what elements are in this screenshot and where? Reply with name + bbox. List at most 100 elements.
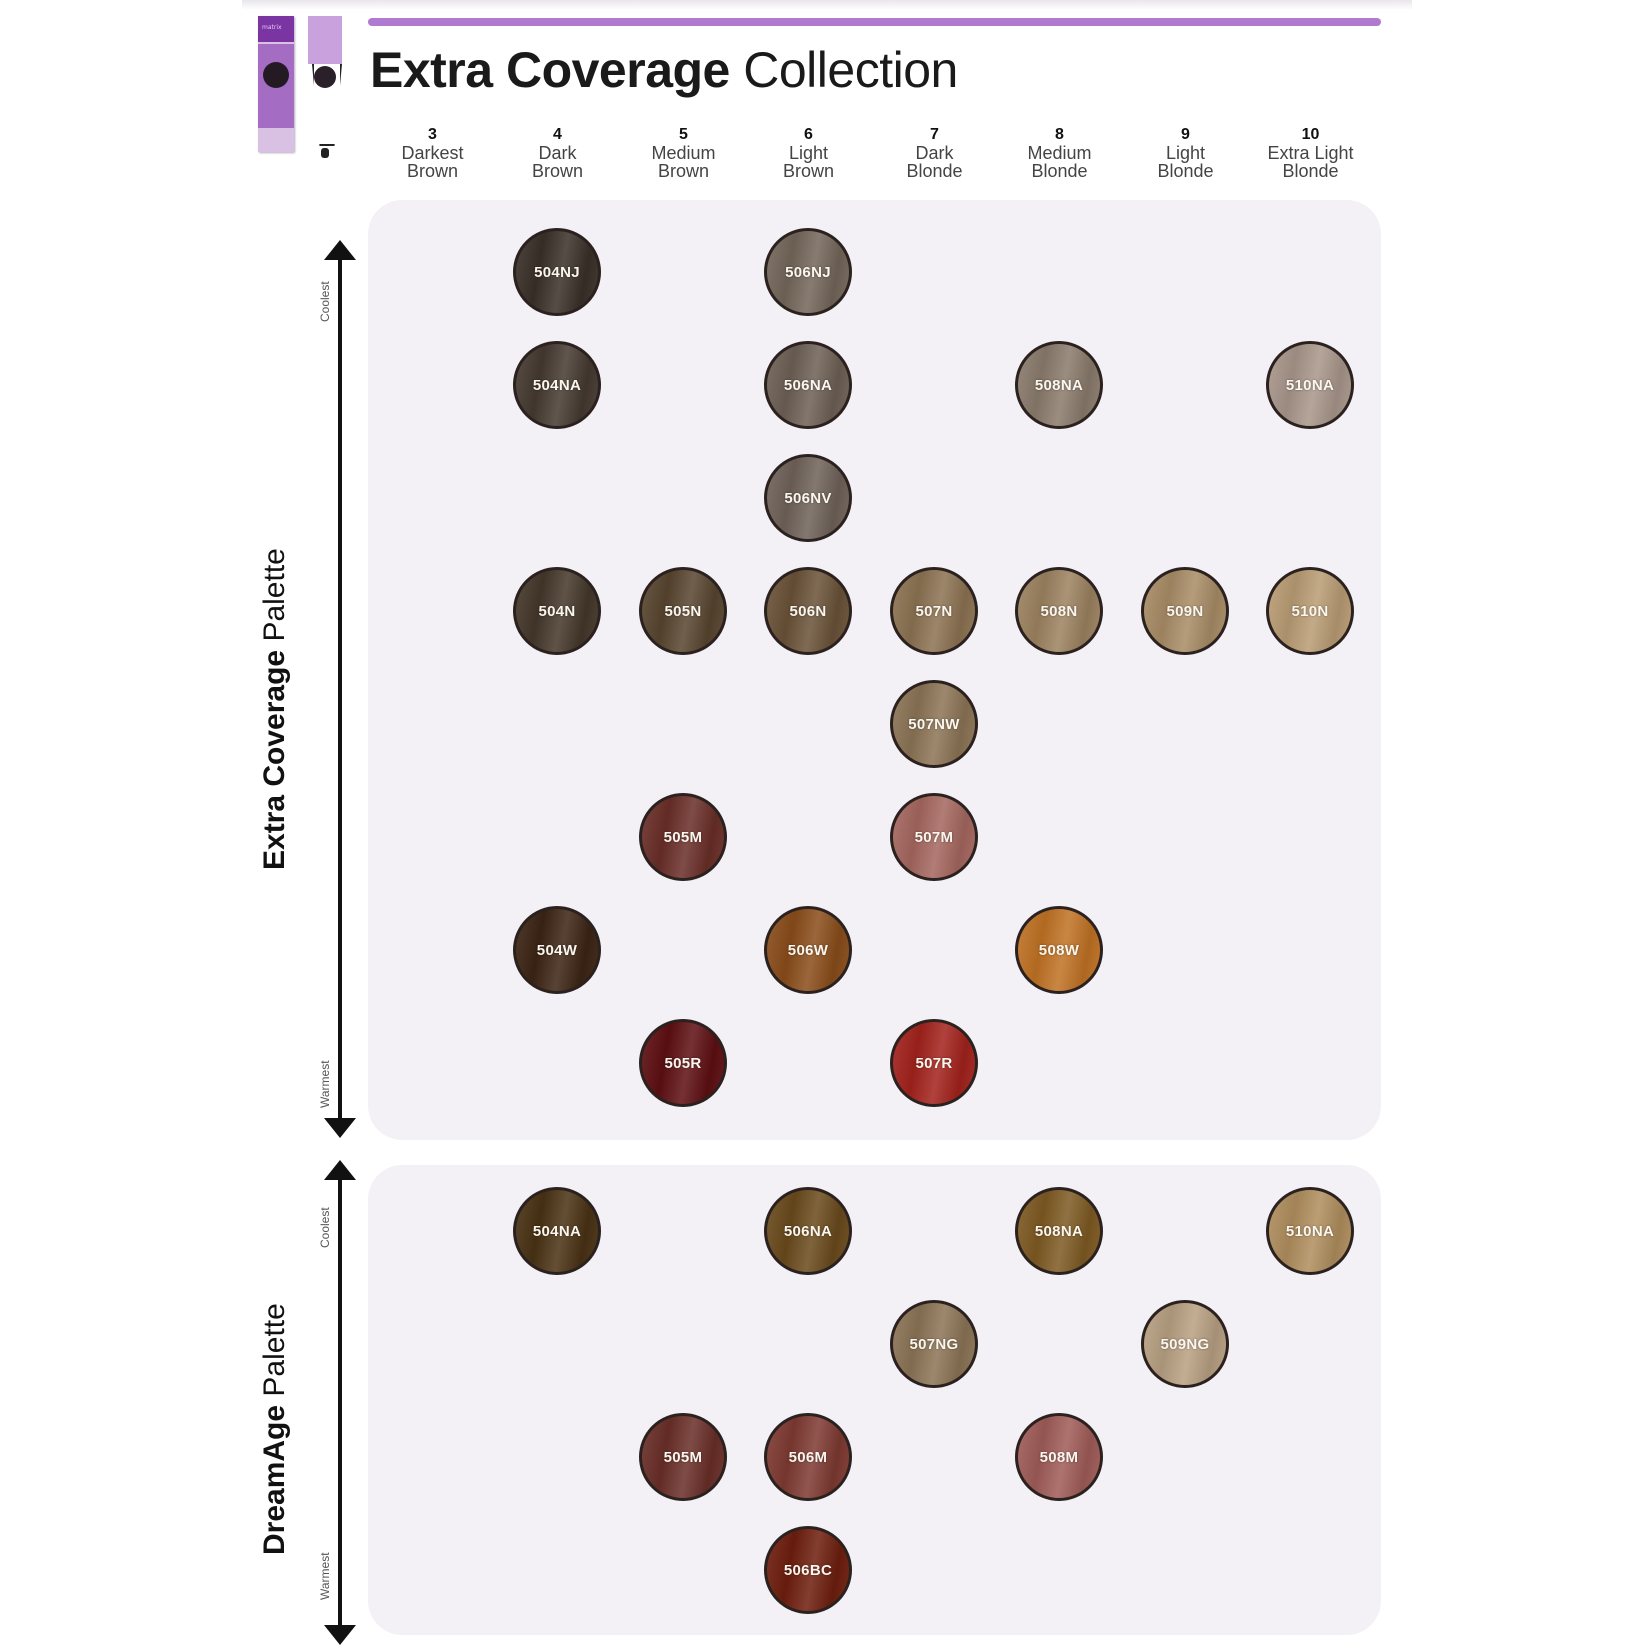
color-swatch-507m: 507M (890, 793, 978, 881)
color-swatch-506n: 506N (764, 567, 852, 655)
color-swatch-504w: 504W (513, 906, 601, 994)
palette-title-light: Palette (258, 1303, 291, 1397)
level-name-line2: Blonde (1157, 161, 1214, 181)
hair-texture (1018, 344, 1100, 426)
color-swatch-505m: 505M (639, 1413, 727, 1501)
level-header: 5 Medium Brown (621, 126, 746, 180)
level-name-line1: Extra Light (1267, 143, 1354, 163)
title-bold: Extra Coverage (370, 42, 730, 98)
palette-title-bold: Extra Coverage (258, 649, 291, 870)
arrow-up-icon (324, 1160, 356, 1180)
color-swatch-508na: 508NA (1015, 1187, 1103, 1275)
swatch-code: 508W (1038, 941, 1080, 959)
level-name-line1: Medium (1027, 143, 1092, 163)
hair-texture (893, 1303, 975, 1385)
level-name-line2: Brown (406, 161, 459, 181)
level-number: 5 (679, 126, 688, 143)
color-swatch-509ng: 509NG (1141, 1300, 1229, 1388)
hair-texture (893, 1022, 975, 1104)
swatch-code: 506N (789, 602, 827, 620)
hair-texture (1269, 570, 1351, 652)
product-box-image: matrix (258, 16, 294, 152)
page-title: Extra Coverage Collection (370, 40, 958, 100)
color-swatch-507nw: 507NW (890, 680, 978, 768)
level-name-line2: Blonde (1031, 161, 1088, 181)
color-swatch-504n: 504N (513, 567, 601, 655)
level-number: 3 (428, 126, 437, 143)
color-swatch-504na: 504NA (513, 1187, 601, 1275)
hair-texture (516, 1190, 598, 1272)
color-swatch-508n: 508N (1015, 567, 1103, 655)
extra-coverage-panel (368, 200, 1381, 1140)
color-swatch-507r: 507R (890, 1019, 978, 1107)
level-header: 7 Dark Blonde (872, 126, 997, 180)
hair-texture (516, 570, 598, 652)
level-number: 6 (804, 126, 813, 143)
swatch-code: 506M (788, 1448, 828, 1466)
hair-texture (1144, 1303, 1226, 1385)
hair-texture (893, 570, 975, 652)
brand-label: matrix (262, 24, 282, 31)
swatch-code: 505R (664, 1054, 702, 1072)
swatch-code: 506NJ (785, 263, 831, 281)
level-name-line1: Dark (538, 143, 577, 163)
level-header: 8 Medium Blonde (997, 126, 1122, 180)
hair-texture (1269, 344, 1351, 426)
swatch-code: 510NA (1285, 376, 1335, 394)
color-swatch-508na: 508NA (1015, 341, 1103, 429)
palette-title-bold: DreamAge (258, 1404, 291, 1555)
swatch-code: 509NG (1160, 1335, 1210, 1353)
swatch-code: 510NA (1285, 1222, 1335, 1240)
swatch-code: 505M (663, 828, 703, 846)
level-number: 9 (1181, 126, 1190, 143)
swatch-code: 504N (538, 602, 576, 620)
swatch-code: 508NA (1034, 376, 1084, 394)
color-swatch-505m: 505M (639, 793, 727, 881)
top-shadow (242, 0, 1412, 10)
level-name-line1: Light (788, 143, 829, 163)
level-header: 3 Darkest Brown (370, 126, 495, 180)
palette-title-dreamage: DreamAge Palette (258, 1303, 292, 1555)
hair-texture (516, 909, 598, 991)
warmest-label: Warmest (318, 1552, 332, 1600)
swatch-code: 508N (1040, 602, 1078, 620)
swatch-code: 506NV (784, 489, 832, 507)
color-swatch-504nj: 504NJ (513, 228, 601, 316)
hair-texture (893, 796, 975, 878)
tube-logo-icon (314, 66, 336, 88)
color-swatch-510na: 510NA (1266, 341, 1354, 429)
swatch-code: 507N (915, 602, 953, 620)
color-swatch-507n: 507N (890, 567, 978, 655)
swatch-code: 504NA (532, 376, 582, 394)
level-header: 6 Light Brown (746, 126, 871, 180)
level-header: 9 Light Blonde (1123, 126, 1248, 180)
color-swatch-506bc: 506BC (764, 1526, 852, 1614)
coolest-label: Coolest (318, 281, 332, 322)
hair-texture (767, 1416, 849, 1498)
swatch-code: 504W (536, 941, 578, 959)
tone-axis-line (338, 258, 342, 1118)
hair-texture (1018, 570, 1100, 652)
hair-texture (1269, 1190, 1351, 1272)
hair-texture (767, 231, 849, 313)
hair-texture (642, 1022, 724, 1104)
hair-texture (1018, 1416, 1100, 1498)
product-logo-icon (263, 62, 289, 88)
level-name-line1: Dark (915, 143, 954, 163)
level-name-line2: Brown (657, 161, 710, 181)
hair-texture (767, 909, 849, 991)
hair-texture (767, 1190, 849, 1272)
color-swatch-505r: 505R (639, 1019, 727, 1107)
hair-texture (1018, 1190, 1100, 1272)
level-name-line1: Darkest (401, 143, 464, 163)
level-name-line1: Medium (651, 143, 716, 163)
level-name-line2: Blonde (906, 161, 963, 181)
palette-title-extra-coverage: Extra Coverage Palette (258, 548, 292, 870)
swatch-code: 508M (1039, 1448, 1079, 1466)
color-swatch-506m: 506M (764, 1413, 852, 1501)
hair-texture (516, 231, 598, 313)
swatch-code: 508NA (1034, 1222, 1084, 1240)
color-swatch-506na: 506NA (764, 1187, 852, 1275)
hair-texture (642, 1416, 724, 1498)
color-swatch-504na: 504NA (513, 341, 601, 429)
